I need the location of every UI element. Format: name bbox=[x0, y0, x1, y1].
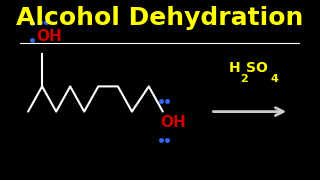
Text: OH: OH bbox=[160, 115, 186, 130]
Text: 4: 4 bbox=[270, 74, 278, 84]
Text: 2: 2 bbox=[240, 74, 248, 84]
Text: OH: OH bbox=[36, 28, 62, 44]
Text: Alcohol Dehydration: Alcohol Dehydration bbox=[16, 6, 304, 30]
Text: H: H bbox=[229, 61, 240, 75]
Text: SO: SO bbox=[246, 61, 268, 75]
